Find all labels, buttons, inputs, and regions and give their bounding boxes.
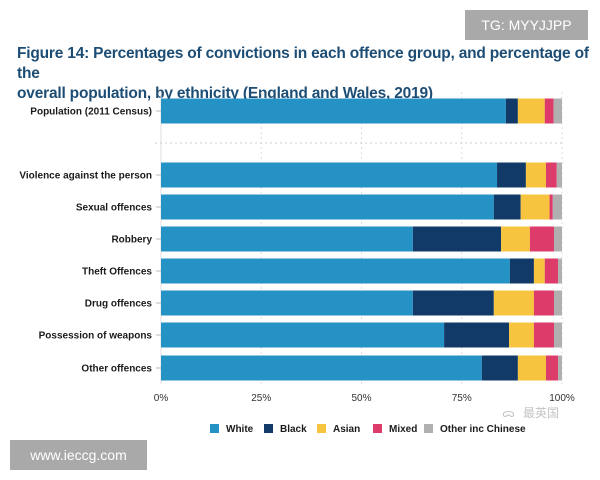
- bar-segment-mixed: [533, 322, 554, 348]
- bar-segment-other-inc-chinese: [556, 162, 562, 188]
- bar-segment-asian: [517, 355, 546, 381]
- bar-segment-asian: [517, 98, 545, 124]
- legend-item: Mixed: [373, 424, 417, 435]
- x-tick-label: 100%: [549, 393, 575, 404]
- bar-segment-white: [161, 194, 494, 220]
- legend-swatch: [424, 424, 433, 433]
- bar-segment-black: [412, 226, 502, 252]
- bar-segment-other-inc-chinese: [557, 258, 562, 284]
- bar-group: [161, 355, 562, 381]
- legend-label: Other inc Chinese: [440, 424, 526, 435]
- bar-segment-mixed: [549, 194, 553, 220]
- x-tick-label: 0%: [154, 393, 169, 404]
- bar-segment-asian: [525, 162, 546, 188]
- legend-swatch: [373, 424, 382, 433]
- chart-title-line-2: overall population, by ethnicity (Englan…: [17, 85, 433, 102]
- bar-group: [161, 290, 562, 316]
- bar-segment-white: [161, 322, 445, 348]
- bar-group: [161, 194, 562, 220]
- category-label: Other offences: [81, 364, 152, 375]
- bar-segment-asian: [501, 226, 530, 252]
- legend-label: Asian: [333, 424, 360, 435]
- bar-segment-mixed: [545, 355, 558, 381]
- bar-group: [161, 98, 562, 124]
- legend-label: Black: [280, 424, 307, 435]
- category-label: Possession of weapons: [39, 331, 153, 342]
- bar-group: [161, 258, 562, 284]
- bar-segment-white: [161, 290, 413, 316]
- bars: [161, 98, 562, 381]
- bar-segment-asian: [533, 258, 545, 284]
- category-label: Theft Offences: [82, 267, 152, 278]
- bar-segment-asian: [520, 194, 550, 220]
- legend-label: White: [226, 424, 254, 435]
- bar-segment-asian: [509, 322, 534, 348]
- legend-swatch: [317, 424, 326, 433]
- bar-segment-other-inc-chinese: [553, 226, 562, 252]
- category-label: Sexual offences: [76, 203, 153, 214]
- legend-swatch: [210, 424, 219, 433]
- bar-segment-black: [509, 258, 534, 284]
- x-tick-label: 25%: [251, 393, 271, 404]
- wechat-icon: ᯅ: [502, 406, 515, 420]
- legend-item: Other inc Chinese: [424, 424, 526, 435]
- bar-segment-white: [161, 98, 506, 124]
- bar-segment-white: [161, 355, 482, 381]
- legend: White Black Asian Mixed Other inc Chinese: [210, 424, 526, 435]
- bar-segment-black: [497, 162, 526, 188]
- bar-segment-mixed: [529, 226, 554, 252]
- bar-segment-black: [493, 194, 521, 220]
- category-label: Robbery: [111, 235, 152, 246]
- chart-title: Figure 14: Percentages of convictions in…: [17, 44, 597, 104]
- x-tick-label: 50%: [351, 393, 371, 404]
- legend-label: Mixed: [389, 424, 417, 435]
- bar-segment-asian: [493, 290, 534, 316]
- chart-title-line-1: Figure 14: Percentages of convictions in…: [17, 45, 589, 82]
- bar-segment-black: [481, 355, 518, 381]
- legend-swatch: [264, 424, 273, 433]
- bar-segment-other-inc-chinese: [553, 322, 562, 348]
- legend-item: White: [210, 424, 254, 435]
- legend-item: Black: [264, 424, 307, 435]
- category-label: Drug offences: [85, 299, 153, 310]
- watermark-bottom: www.ieccg.com: [10, 440, 147, 470]
- bar-group: [161, 226, 562, 252]
- bar-segment-mixed: [544, 258, 558, 284]
- legend-item: Asian: [317, 424, 360, 435]
- bar-segment-other-inc-chinese: [553, 290, 562, 316]
- bar-group: [161, 322, 562, 348]
- x-axis-ticks: 0% 25% 50% 75% 100%: [154, 393, 575, 404]
- bar-segment-white: [161, 226, 413, 252]
- bar-group: [161, 162, 562, 188]
- bar-segment-mixed: [533, 290, 554, 316]
- category-label: Violence against the person: [19, 171, 152, 182]
- bar-segment-black: [444, 322, 510, 348]
- wechat-watermark-text: 最英国: [523, 406, 559, 420]
- bar-segment-other-inc-chinese: [553, 98, 562, 124]
- category-labels: Population (2011 Census) Violence against…: [19, 107, 161, 375]
- bar-segment-other-inc-chinese: [552, 194, 562, 220]
- wechat-watermark: ᯅ 最英国: [502, 406, 559, 420]
- x-tick-label: 75%: [452, 393, 472, 404]
- bar-segment-black: [412, 290, 494, 316]
- bar-segment-mixed: [545, 162, 557, 188]
- bar-segment-white: [161, 162, 498, 188]
- watermark-top: TG: MYYJJPP: [465, 10, 588, 40]
- category-label: Population (2011 Census): [30, 107, 152, 118]
- bar-segment-black: [505, 98, 518, 124]
- bar-segment-mixed: [544, 98, 554, 124]
- bar-segment-other-inc-chinese: [557, 355, 562, 381]
- bar-segment-white: [161, 258, 510, 284]
